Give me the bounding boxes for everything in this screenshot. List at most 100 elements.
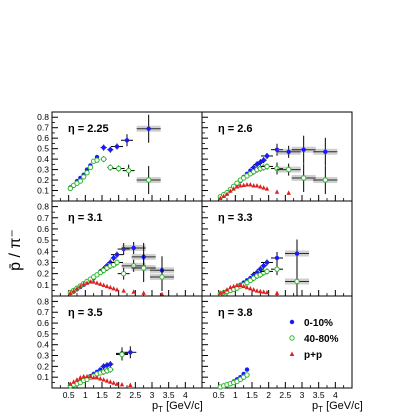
x-tick-label: 3.5 <box>313 390 325 400</box>
data-point <box>294 278 300 285</box>
legend-item: p+p <box>289 350 322 361</box>
data-point <box>128 382 133 387</box>
data-point <box>286 149 291 154</box>
y-tick-label: 0.4 <box>37 246 49 256</box>
data-point <box>114 259 120 266</box>
eta-label: η = 3.3 <box>218 212 253 224</box>
data-point <box>286 190 291 195</box>
data-point <box>101 145 106 150</box>
data-point <box>111 255 116 261</box>
data-point <box>244 284 250 290</box>
data-point <box>94 280 100 285</box>
data-point <box>224 287 230 292</box>
x-axis-title-left: pT [GeV/c] <box>152 400 203 414</box>
data-point <box>111 380 116 385</box>
data-point <box>274 189 280 194</box>
y-tick-label: 0.8 <box>37 296 49 306</box>
data-point <box>128 350 133 355</box>
data-point <box>159 274 165 280</box>
data-point <box>124 138 130 143</box>
y-tick-label: 0.3 <box>37 165 49 175</box>
data-point <box>254 162 260 167</box>
data-point <box>115 165 122 172</box>
data-point <box>258 288 263 294</box>
legend-label: 0-10% <box>304 318 333 329</box>
data-point <box>114 381 120 386</box>
panel-3: 0.10.2 0.30.40.50.60.70.8 η = 3.1 <box>37 200 203 297</box>
series-40-80% <box>67 156 161 195</box>
data-point <box>261 263 266 269</box>
y-tick-label: 0.7 <box>37 123 49 133</box>
data-point <box>71 288 76 293</box>
y-tick-label: 0.7 <box>37 213 49 223</box>
data-point <box>248 285 253 291</box>
series-0-10% <box>68 241 174 295</box>
data-point <box>101 377 106 382</box>
panel-4: η = 3.3 <box>201 200 353 297</box>
data-point <box>285 166 292 173</box>
legend-label: 40-80% <box>304 334 339 345</box>
data-point <box>121 288 126 293</box>
data-point <box>231 186 236 191</box>
y-tick-label: 0.2 <box>37 269 49 279</box>
eta-label: η = 3.5 <box>68 307 103 319</box>
data-point <box>241 283 246 289</box>
panels-group: 0.10.20.30.40.50.60.70.8η = 2.25 η = 2.6 0… <box>37 111 353 400</box>
data-point <box>108 284 113 290</box>
legend-marker <box>289 335 295 341</box>
y-tick-label: 0.5 <box>37 144 49 154</box>
data-point <box>146 126 151 131</box>
data-point <box>107 366 114 373</box>
panel-1: 0.10.20.30.40.50.60.70.8 η = 2.25 <box>37 111 203 202</box>
data-point <box>218 195 223 201</box>
y-tick-label: 0.1 <box>37 186 49 196</box>
data-point <box>258 266 263 272</box>
x-tick-label: 4 <box>333 390 338 400</box>
panel-6: 0.5 1 1.5 2 2.5 3 3.5 4 η = 3.8 <box>201 295 353 400</box>
y-tick-label: 0.3 <box>37 351 49 361</box>
data-point <box>261 157 266 163</box>
data-point <box>264 186 270 191</box>
data-point <box>251 287 256 292</box>
data-point <box>234 282 240 288</box>
data-point <box>131 245 136 251</box>
x-tick-label: 1.5 <box>96 390 108 400</box>
data-point <box>224 191 230 196</box>
y-tick-label: 0.6 <box>37 224 49 234</box>
eta-label: η = 2.6 <box>218 123 253 135</box>
data-point <box>254 183 260 188</box>
data-point <box>91 374 96 380</box>
data-point <box>77 178 84 184</box>
data-point <box>301 147 306 152</box>
data-point <box>261 289 266 294</box>
data-point <box>78 283 83 289</box>
data-point <box>98 281 103 286</box>
data-point <box>68 290 73 295</box>
data-point <box>264 289 270 295</box>
data-point <box>81 373 86 379</box>
data-point <box>131 289 136 294</box>
data-point <box>84 373 90 379</box>
data-point <box>108 147 113 152</box>
data-point <box>218 290 223 295</box>
data-point <box>274 255 280 261</box>
y-tick-label: 0.8 <box>37 202 49 212</box>
data-point <box>274 290 280 295</box>
y-tick-label: 0.2 <box>37 175 49 185</box>
data-point <box>98 376 103 381</box>
x-tick-label: 2 <box>266 390 271 400</box>
data-point <box>248 182 253 187</box>
series-p+p <box>218 282 280 295</box>
panel-5: 0.10.20.30.40.50.60.70.80.5 1 1.5 2 2.5 3 3.5 4… <box>37 295 203 400</box>
data-point <box>221 193 226 198</box>
y-tick-label: 0.1 <box>37 280 49 290</box>
data-point <box>108 361 113 367</box>
data-point <box>323 149 328 154</box>
legend-item: 0-10% <box>289 318 333 329</box>
data-point <box>141 290 146 295</box>
data-point <box>140 265 147 271</box>
data-point <box>120 270 127 277</box>
x-tick-label: 0.5 <box>63 390 75 400</box>
panel-2: η = 2.6 <box>201 111 353 202</box>
